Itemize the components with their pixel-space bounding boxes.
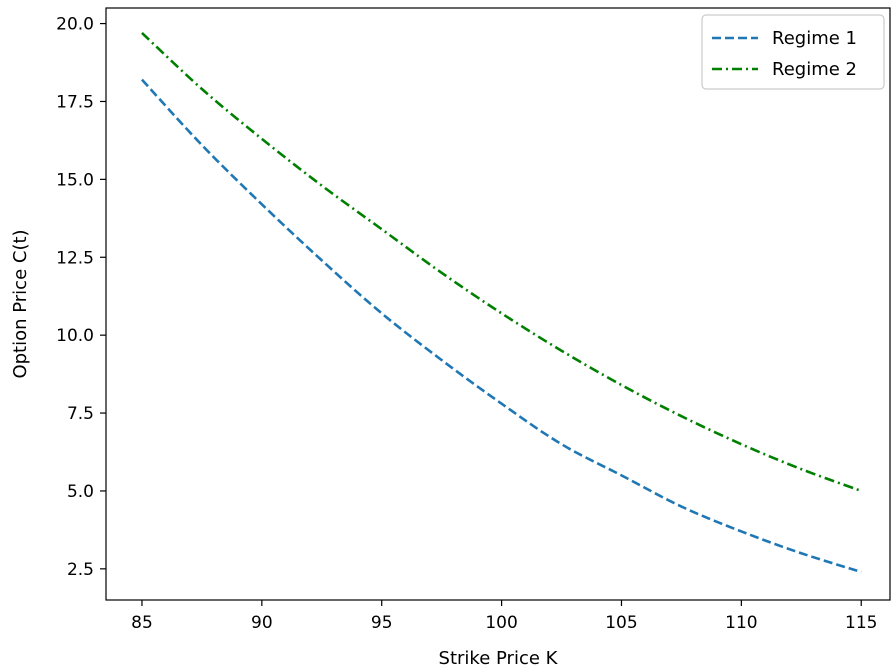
legend: Regime 1 Regime 2 (701, 14, 885, 90)
y-tick-label: 7.5 (67, 404, 94, 424)
y-tick-label: 10.0 (56, 326, 94, 346)
plot-area (106, 8, 890, 600)
y-tick-label: 5.0 (67, 482, 94, 502)
y-tick-label: 17.5 (56, 92, 94, 112)
y-tick-label: 12.5 (56, 248, 94, 268)
series-layer (141, 31, 862, 574)
x-tick-label: 95 (371, 613, 393, 633)
x-axis-label: Strike Price K (439, 648, 559, 668)
legend-box (701, 14, 885, 90)
legend-label-1: Regime 1 (772, 28, 857, 49)
y-axis-ticks: 2.5 5.0 7.5 10.0 12.5 15.0 17.5 20.0 (56, 15, 106, 580)
y-axis-label: Option Price C(t) (10, 229, 31, 378)
x-tick-label: 115 (845, 613, 877, 633)
x-tick-label: 90 (251, 613, 273, 633)
legend-label-2: Regime 2 (772, 59, 857, 80)
plot-frame (105, 7, 891, 601)
x-tick-label: 85 (131, 613, 153, 633)
y-tick-label: 2.5 (67, 560, 94, 580)
series-line-1 (141, 78, 862, 574)
x-tick-label: 110 (725, 613, 757, 633)
x-tick-label: 100 (485, 613, 517, 633)
y-tick-label: 20.0 (56, 15, 94, 35)
y-tick-label: 15.0 (56, 170, 94, 190)
x-tick-label: 105 (605, 613, 637, 633)
x-axis-ticks: 85 90 95 100 105 110 115 (131, 600, 877, 633)
